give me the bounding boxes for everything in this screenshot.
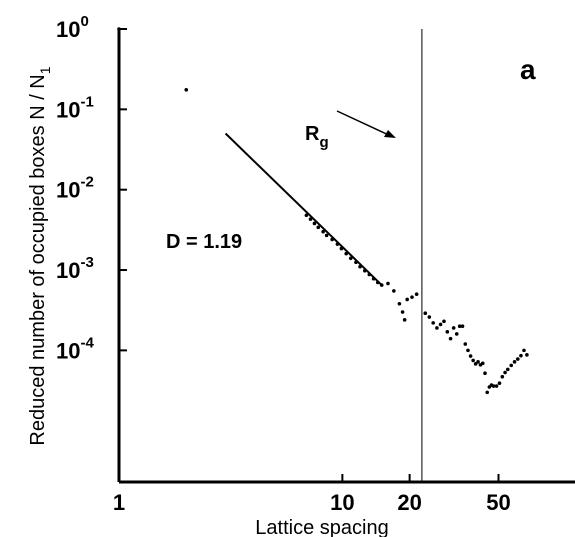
data-point xyxy=(312,221,317,226)
fit-label: D = 1.19 xyxy=(166,231,242,253)
data-point xyxy=(503,370,507,375)
data-point xyxy=(451,326,456,330)
data-point xyxy=(392,289,396,293)
rg-arrow-head xyxy=(384,130,396,138)
y-axis-title-subscript: 1 xyxy=(37,66,53,74)
data-point xyxy=(491,384,496,388)
y-ticks: 100 10-1 10-2 10-3 10-4 xyxy=(56,13,127,363)
y-tick-label: 100 xyxy=(56,13,89,42)
data-point xyxy=(442,319,446,324)
data-point xyxy=(457,324,462,328)
data-point xyxy=(354,260,358,265)
data-point xyxy=(522,348,526,353)
rg-label-base: R xyxy=(305,123,320,145)
data-point xyxy=(448,336,453,341)
data-point xyxy=(405,297,409,302)
data-point xyxy=(516,357,520,361)
data-point xyxy=(339,246,344,251)
data-point xyxy=(414,292,419,297)
data-point xyxy=(466,348,470,353)
data-point xyxy=(379,283,384,287)
data-point xyxy=(512,360,517,364)
data-point xyxy=(435,326,439,330)
data-point xyxy=(431,321,435,325)
rg-annotation: Rg xyxy=(305,110,396,151)
data-point xyxy=(485,390,490,395)
data-point xyxy=(362,268,367,273)
power-law-fit-line xyxy=(224,132,383,286)
data-point xyxy=(454,332,459,336)
data-point xyxy=(445,330,450,334)
x-tick-label: 10 xyxy=(330,490,354,515)
data-point xyxy=(468,354,473,358)
y-axis-title-main: Reduced number of occupied boxes N / N xyxy=(27,74,49,445)
data-point xyxy=(438,322,443,327)
data-point xyxy=(344,251,348,256)
data-point xyxy=(184,88,189,92)
data-point xyxy=(476,360,480,364)
data-point xyxy=(400,310,405,314)
y-tick-label: 10-4 xyxy=(56,334,94,363)
data-point xyxy=(117,27,121,31)
data-point xyxy=(330,237,334,242)
data-point xyxy=(371,276,376,281)
y-tick-label: 10-2 xyxy=(56,174,94,203)
data-point xyxy=(316,225,321,230)
data-point xyxy=(324,233,329,238)
data-point xyxy=(348,256,353,261)
y-tick-label: 10-3 xyxy=(56,254,94,283)
x-ticks: 1 10 20 50 xyxy=(113,474,511,515)
data-point xyxy=(386,281,390,286)
data-point xyxy=(375,280,380,285)
x-axis-title: Lattice spacing xyxy=(255,517,388,537)
data-point xyxy=(308,217,313,221)
data-point xyxy=(525,353,529,357)
axes xyxy=(117,29,575,484)
x-tick-label: 50 xyxy=(486,490,510,515)
data-point xyxy=(402,318,407,322)
data-point xyxy=(367,272,372,277)
data-point xyxy=(480,361,485,366)
data-point xyxy=(463,342,468,346)
data-point xyxy=(497,381,502,386)
rg-arrow xyxy=(336,110,394,138)
data-point xyxy=(509,363,514,368)
y-axis-title: Reduced number of occupied boxes N / N1 xyxy=(27,66,53,445)
data-point xyxy=(473,362,478,366)
data-point xyxy=(500,374,505,379)
rg-label-subscript: g xyxy=(319,134,328,151)
data-point xyxy=(397,301,402,306)
data-point xyxy=(505,367,510,372)
data-point xyxy=(494,384,499,388)
data-point xyxy=(427,315,432,319)
y-tick-label: 10-1 xyxy=(56,93,94,122)
data-point xyxy=(460,324,465,328)
data-point xyxy=(519,353,523,358)
panel-label: a xyxy=(520,54,536,85)
x-tick-label: 20 xyxy=(397,490,421,515)
data-point xyxy=(483,371,487,375)
data-point xyxy=(321,229,325,234)
data-point xyxy=(410,295,414,299)
x-tick-label: 1 xyxy=(113,490,125,515)
data-point xyxy=(471,358,475,363)
data-point xyxy=(358,264,362,269)
data-point xyxy=(423,311,428,316)
data-points xyxy=(117,27,529,395)
data-point xyxy=(335,242,340,246)
svg-text:Rg: Rg xyxy=(305,123,329,151)
data-point xyxy=(304,213,309,218)
